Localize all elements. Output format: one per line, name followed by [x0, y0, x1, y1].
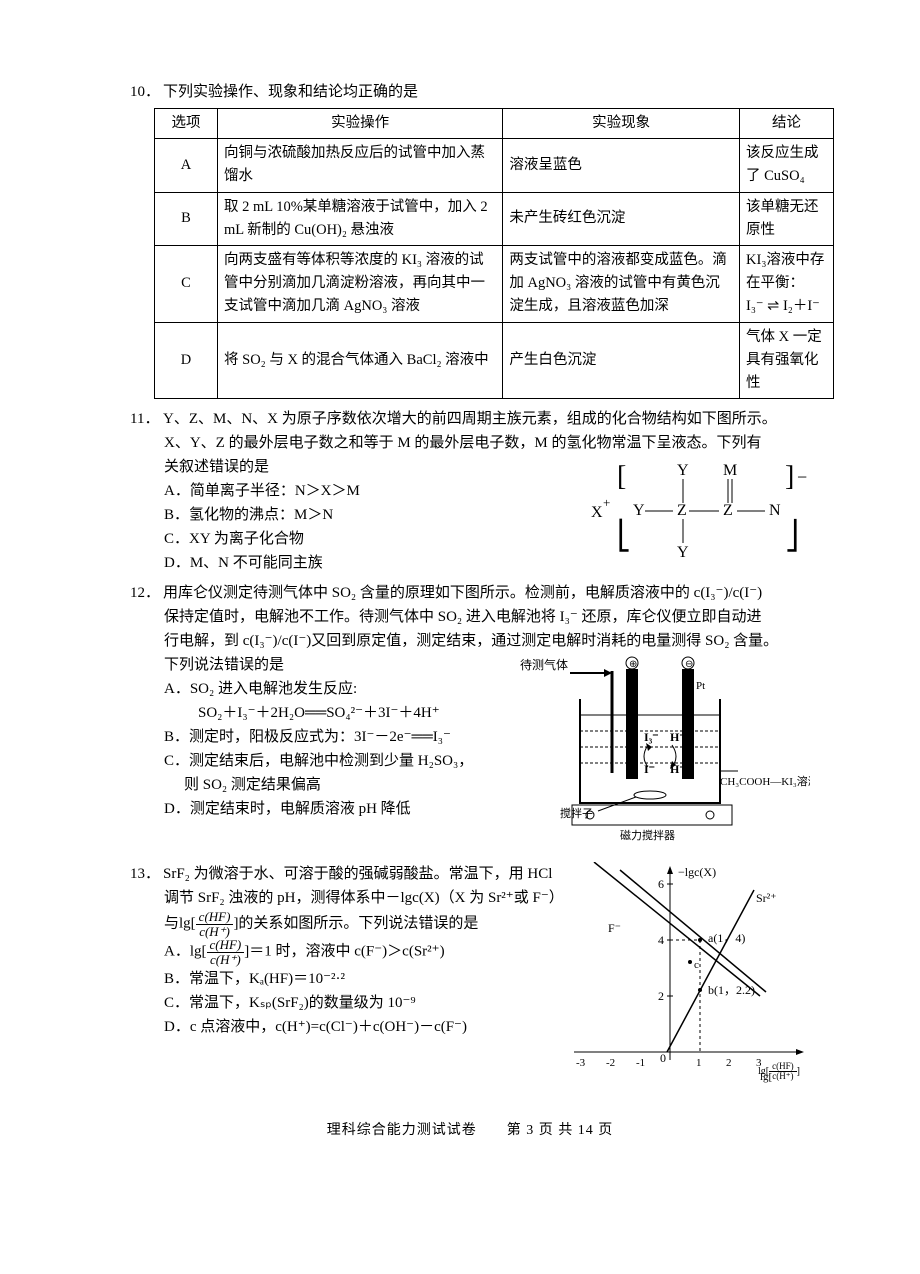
svg-text:6: 6	[658, 877, 664, 891]
h2: 实验现象	[503, 109, 740, 139]
q12-figure: 待测气体 ⊕ ⊖ Pt Pt I₃⁻ I⁻ H⁺	[520, 653, 810, 856]
h1: 实验操作	[218, 109, 503, 139]
q12-num: 12．	[130, 581, 163, 605]
svg-text:4: 4	[658, 933, 664, 947]
svg-text:2: 2	[726, 1057, 732, 1069]
opt-C: C．XY 为离子化合物	[130, 527, 585, 551]
svg-text:M: M	[723, 462, 737, 479]
q11-l3: 关叙述错误的是	[130, 455, 585, 479]
svg-text:0: 0	[660, 1051, 666, 1065]
svg-text:[: [	[617, 461, 626, 492]
opt-A-eq: SO₂＋I₃⁻＋2H₂O══SO₄²⁻＋3I⁻＋4H⁺	[130, 701, 520, 725]
svg-text:1: 1	[696, 1057, 702, 1069]
svg-text:Y: Y	[677, 544, 689, 561]
page-footer: 理科综合能力测试试卷 第 3 页 共 14 页	[130, 1120, 810, 1142]
q11: 11．Y、Z、M、N、X 为原子序数依次增大的前四周期主族元素，组成的化合物结构…	[130, 407, 810, 575]
q13: 13．SrF₂ 为微溶于水、可溶于酸的强碱弱酸盐。常温下，用 HCl 调节 Sr…	[130, 862, 810, 1100]
q11-num: 11．	[130, 407, 163, 431]
h0: 选项	[155, 109, 218, 139]
svg-text:b(1，2.2): b(1，2.2)	[708, 983, 755, 997]
q13-options: A．lg[c(HF)c(H⁺)]＝1 时，溶液中 c(F⁻)＞c(Sr²⁺) B…	[130, 938, 560, 1038]
svg-text:a(1，4): a(1，4)	[708, 931, 745, 945]
svg-text:⊖: ⊖	[685, 659, 693, 670]
svg-text:−: −	[797, 467, 807, 487]
svg-text:磁力搅拌器: 磁力搅拌器	[620, 828, 675, 842]
svg-text:F⁻: F⁻	[608, 921, 621, 935]
opt-D: D．测定结束时，电解质溶液 pH 降低	[130, 797, 520, 821]
svg-text:Pt: Pt	[696, 680, 705, 692]
svg-text:-3: -3	[576, 1057, 586, 1069]
q11-l2: X、Y、Z 的最外层电子数之和等于 M 的最外层电子数，M 的氢化物常温下呈液态…	[130, 431, 810, 455]
q12-l4: 下列说法错误的是	[130, 653, 520, 677]
opt-C: C．常温下，Kₛₚ(SrF₂)的数量级为 10⁻⁹	[130, 991, 560, 1015]
svg-text:2: 2	[658, 989, 664, 1003]
q12: 12．用库仑仪测定待测气体中 SO₂ 含量的原理如下图所示。检测前，电解质溶液中…	[130, 581, 810, 856]
svg-text:H⁺: H⁺	[670, 730, 686, 744]
q13-chart: −lgc(X) 0 2 4 6 -3 -2 -1 1 2 3 Sr²⁺	[560, 862, 810, 1100]
svg-text:]: ]	[785, 461, 794, 492]
svg-text:⊕: ⊕	[629, 659, 637, 670]
table-header-row: 选项 实验操作 实验现象 结论	[155, 109, 834, 139]
svg-text:待测气体: 待测气体	[520, 657, 568, 672]
q13-num: 13．	[130, 862, 163, 886]
q11-figure: X+ [ ⎣ ] ⎦ − Y M Y Z Z N Y	[585, 455, 810, 575]
table-row: B取 2 mL 10%某单糖溶液于试管中，加入 2 mL 新制的 Cu(OH)₂…	[155, 192, 834, 245]
h3: 结论	[740, 109, 834, 139]
svg-text:搅拌子: 搅拌子	[560, 806, 593, 820]
svg-text:Y: Y	[677, 462, 689, 479]
svg-text:-1: -1	[636, 1057, 645, 1069]
q12-l1: 用库仑仪测定待测气体中 SO₂ 含量的原理如下图所示。检测前，电解质溶液中的 c…	[163, 585, 762, 601]
opt-D: D．M、N 不可能同主族	[130, 551, 585, 575]
table-row: A向铜与浓硫酸加热反应后的试管中加入蒸馏水溶液呈蓝色该反应生成了 CuSO₄	[155, 139, 834, 192]
q10-stem: 下列实验操作、现象和结论均正确的是	[163, 84, 418, 100]
q12-options: A．SO₂ 进入电解池发生反应: SO₂＋I₃⁻＋2H₂O══SO₄²⁻＋3I⁻…	[130, 677, 520, 821]
svg-text:⎦: ⎦	[785, 518, 799, 552]
q13-l1: SrF₂ 为微溶于水、可溶于酸的强碱弱酸盐。常温下，用 HCl	[163, 866, 552, 882]
svg-text:−lgc(X): −lgc(X)	[678, 865, 716, 879]
opt-A: A．简单离子半径：N＞X＞M	[130, 479, 585, 503]
q12-l2: 保持定值时，电解池不工作。待测气体中 SO₂ 进入电解池将 I₃⁻ 还原，库仑仪…	[130, 605, 810, 629]
svg-text:-2: -2	[606, 1057, 615, 1069]
q10-table: 选项 实验操作 实验现象 结论 A向铜与浓硫酸加热反应后的试管中加入蒸馏水溶液呈…	[154, 108, 834, 399]
q10: 10．下列实验操作、现象和结论均正确的是 选项 实验操作 实验现象 结论 A向铜…	[130, 80, 810, 399]
svg-text:X: X	[591, 504, 603, 521]
opt-C: C．测定结束后，电解池中检测到少量 H₂SO₃，	[130, 749, 520, 773]
svg-text:Sr²⁺: Sr²⁺	[756, 891, 777, 905]
svg-text:c: c	[694, 959, 699, 971]
opt-B: B．氢化物的沸点：M＞N	[130, 503, 585, 527]
svg-text:Y: Y	[633, 502, 645, 519]
table-row: D将 SO₂ 与 X 的混合气体通入 BaCl₂ 溶液中产生白色沉淀气体 X 一…	[155, 322, 834, 399]
q11-options: A．简单离子半径：N＞X＞M B．氢化物的沸点：M＞N C．XY 为离子化合物 …	[130, 479, 585, 575]
svg-text:+: +	[603, 495, 610, 510]
opt-A: A．SO₂ 进入电解池发生反应:	[130, 677, 520, 701]
opt-A: A．lg[c(HF)c(H⁺)]＝1 时，溶液中 c(F⁻)＞c(Sr²⁺)	[130, 938, 560, 966]
opt-B: B．常温下，Kₐ(HF)＝10⁻²·²	[130, 967, 560, 991]
svg-text:Z: Z	[723, 502, 733, 519]
q12-l3: 行电解，到 c(I₃⁻)/c(I⁻)又回到原定值，测定结束，通过测定电解时消耗的…	[130, 629, 810, 653]
svg-text:Z: Z	[677, 502, 687, 519]
svg-text:⎣: ⎣	[617, 518, 631, 552]
svg-text:CH₃COOH—KI₃溶液: CH₃COOH—KI₃溶液	[720, 774, 810, 788]
opt-D: D．c 点溶液中，c(H⁺)=c(Cl⁻)＋c(OH⁻)－c(F⁻)	[130, 1015, 560, 1039]
q13-l3: 与lg[c(HF)c(H⁺)]的关系如图所示。下列说法错误的是	[130, 910, 560, 938]
svg-text:I₃⁻: I₃⁻	[644, 730, 659, 744]
opt-B: B．测定时，阳极反应式为：3I⁻－2e⁻══I₃⁻	[130, 725, 520, 749]
svg-text:Pt: Pt	[616, 680, 625, 692]
q13-l2: 调节 SrF₂ 浊液的 pH，测得体系中－lgc(X)（X 为 Sr²⁺或 F⁻…	[130, 886, 560, 910]
svg-text:N: N	[769, 502, 781, 519]
table-row: C向两支盛有等体积等浓度的 KI₃ 溶液的试管中分别滴加几滴淀粉溶液，再向其中一…	[155, 245, 834, 322]
opt-C2: 则 SO₂ 测定结果偏高	[130, 773, 520, 797]
q11-l1: Y、Z、M、N、X 为原子序数依次增大的前四周期主族元素，组成的化合物结构如下图…	[163, 411, 777, 427]
q10-num: 10．	[130, 80, 163, 104]
